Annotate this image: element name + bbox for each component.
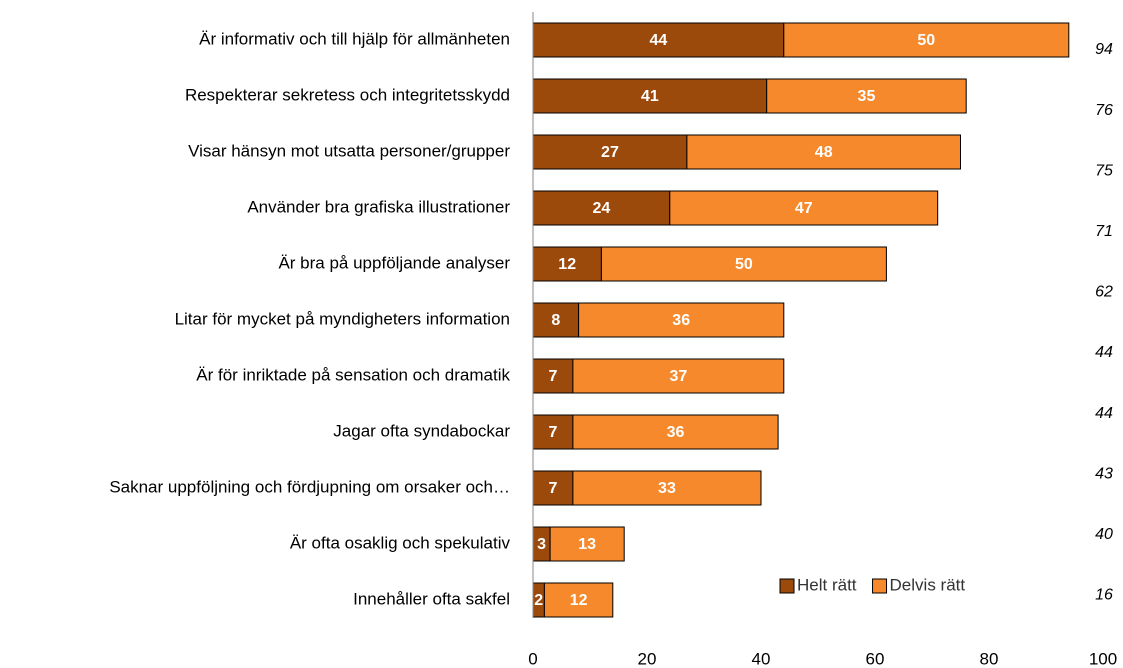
value-label: 33: [658, 480, 676, 497]
category-label: Är bra på uppföljande analyser: [278, 253, 510, 272]
value-label: 8: [551, 312, 560, 329]
bar-segment: [766, 78, 967, 114]
bar-segment: [572, 470, 762, 506]
total-label: 71: [1095, 223, 1113, 240]
value-label: 44: [650, 32, 668, 49]
bar-segment: [532, 134, 688, 170]
legend-label: Delvis rätt: [890, 575, 966, 594]
bar-segment: [783, 22, 1070, 58]
bar-segment: [543, 582, 614, 618]
total-label: 44: [1095, 344, 1113, 361]
category-label: Litar för mycket på myndigheters informa…: [175, 309, 510, 328]
value-label: 48: [815, 144, 833, 161]
bar-segment: [600, 246, 887, 282]
category-label: Är ofta osaklig och spekulativ: [290, 533, 511, 552]
total-label: 94: [1095, 41, 1113, 58]
total-label: 62: [1095, 284, 1113, 301]
value-label: 7: [548, 424, 557, 441]
value-label: 12: [570, 592, 588, 609]
total-label: 44: [1095, 405, 1113, 422]
value-label: 7: [548, 480, 557, 497]
category-label: Använder bra grafiska illustrationer: [247, 197, 510, 216]
category-label: Är för inriktade på sensation och dramat…: [196, 365, 510, 384]
value-label: 36: [672, 312, 690, 329]
value-label: 50: [735, 256, 753, 273]
x-tick-label: 100: [1089, 649, 1117, 668]
value-label: 2: [534, 592, 543, 609]
value-label: 3: [537, 536, 546, 553]
value-label: 12: [558, 256, 576, 273]
total-label: 75: [1095, 162, 1113, 179]
value-label: 41: [641, 88, 659, 105]
value-label: 13: [578, 536, 596, 553]
value-label: 37: [669, 368, 687, 385]
category-label: Jagar ofta syndabockar: [333, 421, 510, 440]
value-label: 50: [917, 32, 935, 49]
legend-label: Helt rätt: [797, 575, 857, 594]
x-tick-label: 0: [528, 649, 537, 668]
legend-swatch: [779, 578, 795, 594]
bar-segment: [572, 358, 785, 394]
x-tick-label: 20: [638, 649, 657, 668]
total-label: 76: [1095, 102, 1113, 119]
total-label: 40: [1095, 526, 1113, 543]
bar-segment: [669, 190, 939, 226]
bar-segment: [532, 358, 574, 394]
category-label: Saknar uppföljning och fördjupning om or…: [109, 477, 510, 496]
x-tick-label: 60: [866, 649, 885, 668]
value-label: 24: [593, 200, 611, 217]
value-label: 47: [795, 200, 813, 217]
bar-segment: [549, 526, 625, 562]
category-label: Är informativ och till hjälp för allmänh…: [199, 29, 510, 48]
value-label: 36: [667, 424, 685, 441]
total-label: 16: [1095, 587, 1113, 604]
bar-segment: [532, 190, 671, 226]
category-label: Visar hänsyn mot utsatta personer/gruppe…: [188, 141, 510, 160]
value-label: 35: [858, 88, 876, 105]
bar-segment: [686, 134, 962, 170]
value-label: 7: [548, 368, 557, 385]
x-tick-label: 80: [980, 649, 999, 668]
bar-segment: [532, 22, 785, 58]
bar-segment: [572, 414, 779, 450]
category-label: Respekterar sekretess och integritetssky…: [185, 85, 510, 104]
legend-swatch: [872, 578, 888, 594]
bar-segment: [532, 78, 768, 114]
value-label: 27: [601, 144, 619, 161]
category-label: Innehåller ofta sakfel: [353, 589, 510, 608]
bar-segment: [578, 302, 785, 338]
total-label: 43: [1095, 465, 1113, 482]
x-tick-label: 40: [752, 649, 771, 668]
